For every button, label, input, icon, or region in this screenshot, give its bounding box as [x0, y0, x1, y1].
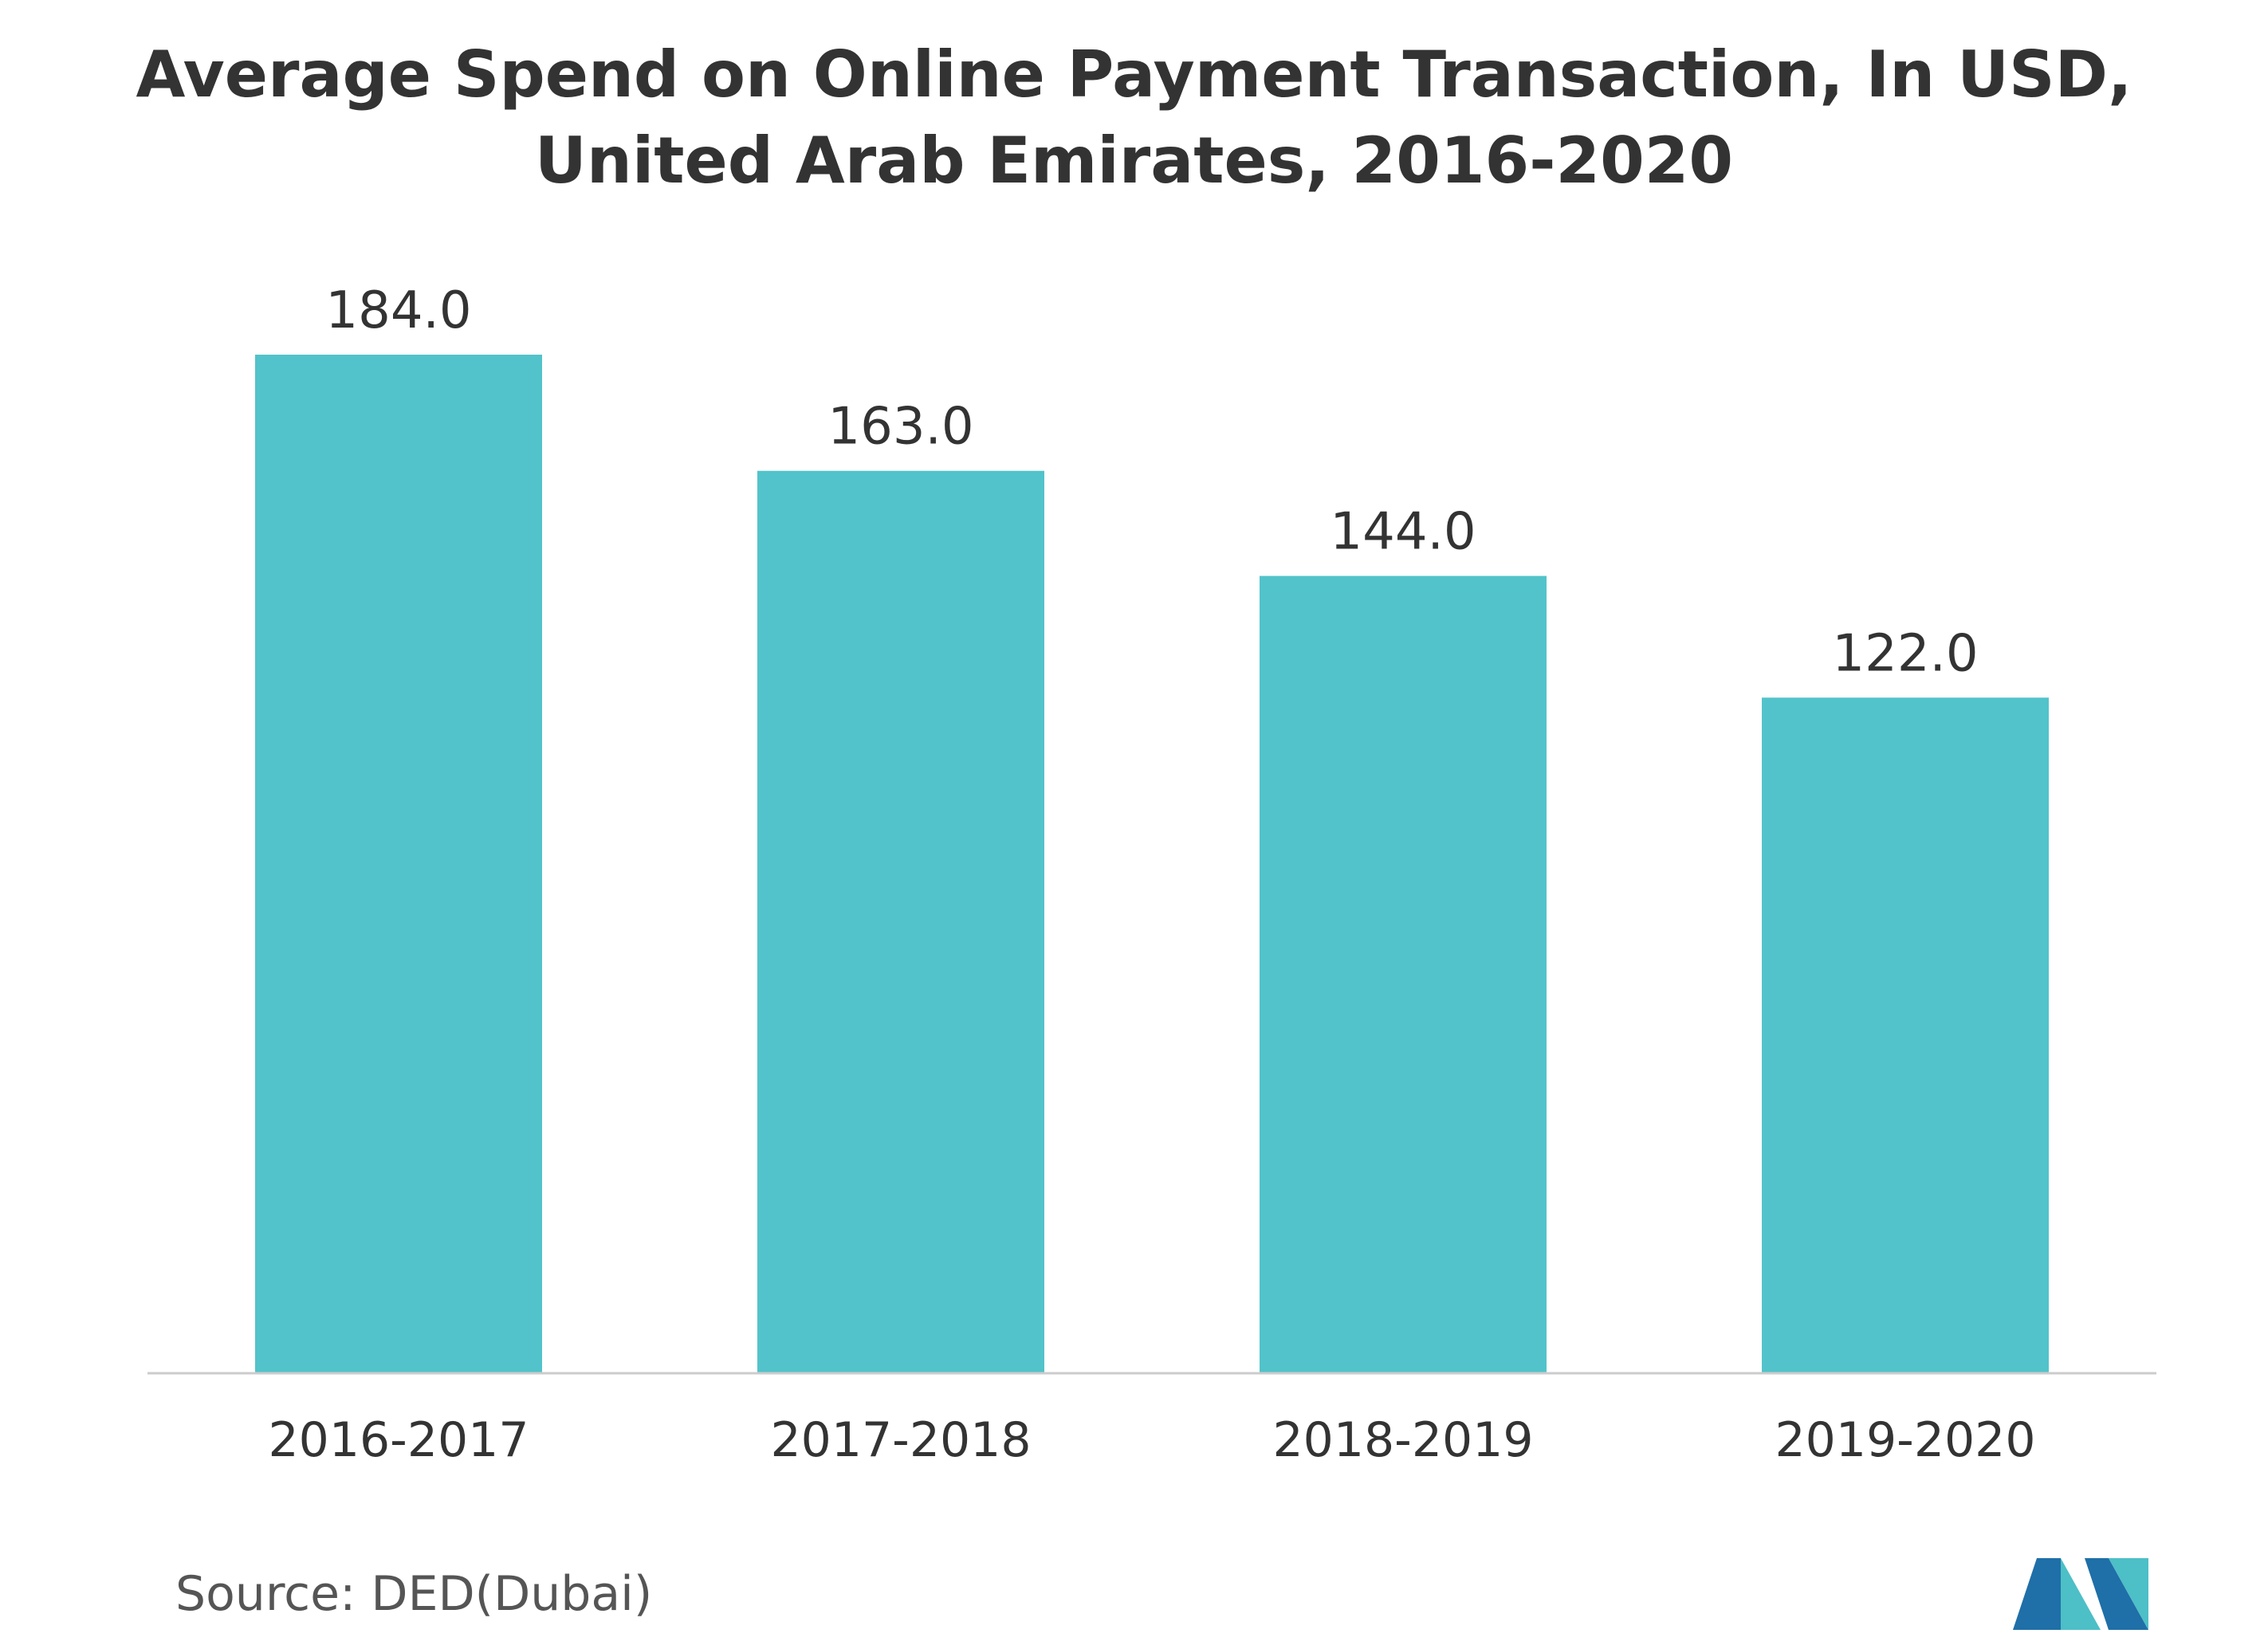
bar-2018-2019 [1260, 575, 1547, 1372]
category-label-2017-2018: 2017-2018 [770, 1412, 1031, 1468]
category-label-2018-2019: 2018-2019 [1272, 1412, 1533, 1468]
logo-shape-middle [2061, 1558, 2101, 1630]
logo-shape-right [2085, 1558, 2148, 1630]
category-label-2016-2017: 2016-2017 [268, 1412, 529, 1468]
chart-title: Average Spend on Online Payment Transact… [0, 32, 2268, 204]
value-label-2016-2017: 184.0 [325, 281, 471, 340]
value-labels-group: 184.0 163.0 144.0 122.0 [325, 281, 1978, 683]
mordor-intelligence-logo-icon [2013, 1558, 2148, 1630]
category-labels-group: 2016-2017 2017-2018 2018-2019 2019-2020 [268, 1412, 2035, 1468]
logo-shape-right-accent [2109, 1558, 2148, 1630]
bar-2019-2020 [1762, 697, 2049, 1372]
source-note: Source: DED(Dubai) [175, 1566, 653, 1622]
bars-group [255, 355, 2049, 1372]
value-label-2017-2018: 163.0 [827, 398, 973, 457]
chart-title-line-1: Average Spend on Online Payment Transact… [136, 37, 2132, 112]
bar-2016-2017 [255, 355, 542, 1372]
chart-title-line-2: United Arab Emirates, 2016-2020 [534, 124, 1734, 198]
value-label-2019-2020: 122.0 [1832, 624, 1978, 683]
category-label-2019-2020: 2019-2020 [1775, 1412, 2035, 1468]
value-label-2018-2019: 144.0 [1330, 503, 1476, 562]
logo-shape-left [2013, 1558, 2061, 1630]
bar-2017-2018 [757, 470, 1044, 1372]
